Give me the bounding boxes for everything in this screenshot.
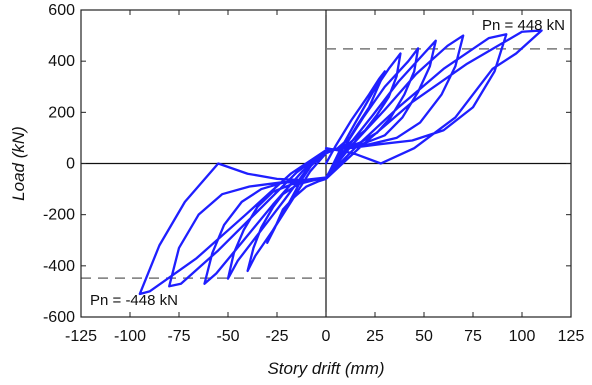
series-layer (138, 29, 543, 296)
x-tick-label: -100 (114, 328, 146, 345)
y-tick-label: 400 (48, 53, 75, 70)
x-axis-label: Story drift (mm) (267, 359, 384, 378)
x-tick-label: 75 (464, 328, 482, 345)
x-tick-label: -50 (216, 328, 239, 345)
x-tick-label: 50 (415, 328, 433, 345)
y-tick-label: -200 (43, 207, 75, 224)
x-tick-label: 125 (558, 328, 585, 345)
y-ticks: -600 -400 -200 0 200 400 600 (43, 2, 571, 326)
x-tick-label: 0 (322, 328, 331, 345)
y-axis-label: Load (kN) (9, 126, 28, 201)
x-tick-label: 100 (509, 328, 536, 345)
x-tick-label: -25 (265, 328, 288, 345)
annotation-positive: Pn = 448 kN (482, 17, 565, 34)
reference-lines (81, 48, 571, 279)
series-line-1 (138, 29, 543, 296)
y-tick-label: 600 (48, 2, 75, 19)
y-tick-label: 200 (48, 104, 75, 121)
annotation-negative: Pn = -448 kN (90, 292, 178, 309)
x-tick-label: 25 (366, 328, 384, 345)
x-tick-label: -75 (167, 328, 190, 345)
x-ticks: -125 -100 -75 -50 -25 0 25 50 75 100 125 (65, 10, 584, 345)
y-tick-label: -600 (43, 309, 75, 326)
y-tick-label: 0 (66, 156, 75, 173)
y-tick-label: -400 (43, 258, 75, 275)
x-tick-label: -125 (65, 328, 97, 345)
